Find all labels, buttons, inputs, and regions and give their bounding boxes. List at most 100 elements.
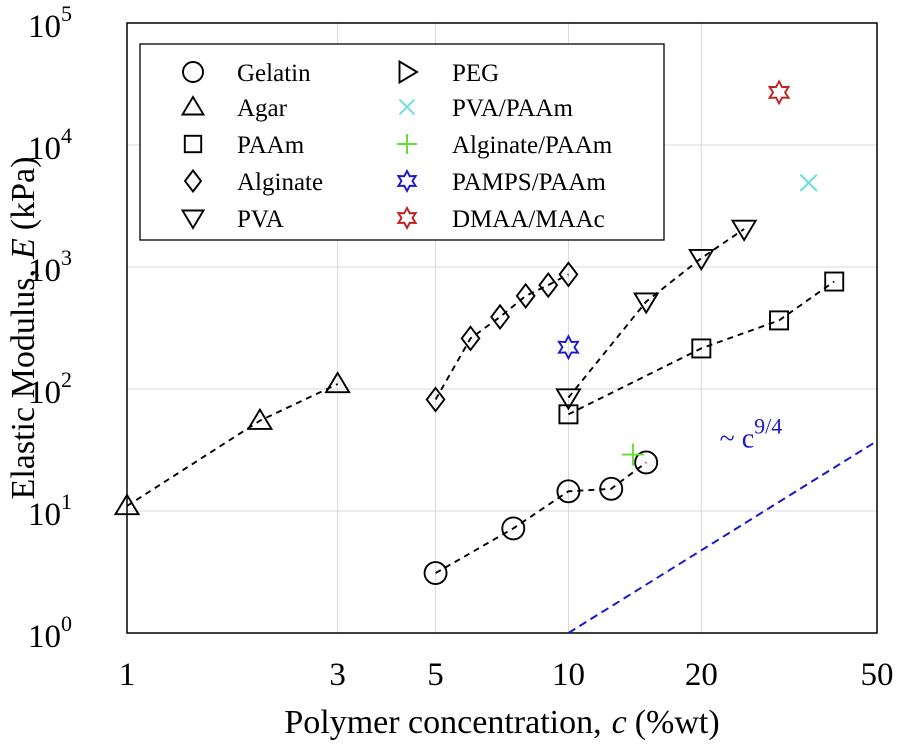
data-point bbox=[246, 407, 274, 430]
legend-marker bbox=[397, 134, 417, 154]
legend-marker bbox=[183, 168, 203, 194]
data-point bbox=[688, 249, 715, 272]
plot-frame bbox=[126, 22, 878, 634]
x-tick-label: 1 bbox=[119, 657, 136, 693]
reference-layer: ~ c9/4 bbox=[567, 414, 878, 634]
legend-marker bbox=[398, 59, 419, 85]
data-point bbox=[460, 325, 481, 352]
data-point bbox=[423, 561, 448, 586]
series-alginate-paam bbox=[621, 443, 644, 466]
x-tick-label: 3 bbox=[329, 657, 346, 693]
legend-label: Alginate bbox=[237, 169, 323, 196]
y-tick-base: 10 bbox=[28, 253, 61, 289]
legend-marker bbox=[183, 134, 203, 154]
y-tick-exp: 1 bbox=[61, 489, 72, 514]
data-point bbox=[324, 371, 351, 394]
series-gelatin bbox=[423, 450, 659, 586]
legend-label: Alginate/PAAm bbox=[452, 132, 613, 159]
data-point bbox=[767, 79, 791, 106]
data-point bbox=[632, 292, 660, 315]
legend-marker bbox=[396, 168, 418, 194]
data-point bbox=[769, 310, 790, 331]
y-tick-exp: 3 bbox=[61, 245, 72, 270]
legend-label: PVA bbox=[237, 206, 284, 233]
legend-label: PAMPS/PAAm bbox=[452, 169, 606, 196]
series-paam bbox=[558, 271, 845, 425]
series-line bbox=[567, 228, 745, 399]
y-axis-title-unit: (kPa) bbox=[5, 157, 42, 231]
x-tick-label: 10 bbox=[552, 657, 585, 693]
y-tick-base: 10 bbox=[28, 497, 61, 533]
reference-line-label: ~ c9/4 bbox=[720, 414, 783, 455]
data-point bbox=[730, 219, 758, 242]
legend-label: Agar bbox=[237, 95, 288, 122]
y-tick-base: 10 bbox=[28, 9, 61, 45]
legend-label: PAAm bbox=[237, 132, 305, 159]
data-point bbox=[824, 271, 845, 292]
x-tick-label: 20 bbox=[685, 657, 718, 693]
y-tick-label: 101 bbox=[28, 489, 72, 533]
legend-marker bbox=[396, 205, 418, 231]
y-axis-title-var: E bbox=[5, 238, 42, 260]
x-axis-title: Polymer concentration, c (%wt) bbox=[284, 704, 719, 741]
legend-marker bbox=[182, 61, 204, 83]
y-tick-exp: 5 bbox=[61, 1, 72, 26]
legend-label: PVA/PAAm bbox=[452, 95, 573, 122]
series-line bbox=[434, 273, 569, 400]
y-tick-exp: 0 bbox=[61, 611, 72, 636]
data-point bbox=[691, 338, 712, 359]
data-point bbox=[634, 450, 659, 475]
data-point bbox=[501, 516, 526, 541]
legend-marker bbox=[180, 95, 206, 116]
legend-marker bbox=[398, 98, 416, 116]
y-tick-label: 103 bbox=[28, 245, 72, 289]
x-axis-title-unit: (%wt) bbox=[635, 704, 720, 741]
series-agar bbox=[113, 371, 351, 516]
reference-line-label-exp: 9/4 bbox=[754, 414, 782, 439]
y-axis-title-prefix: Elastic Modulus, bbox=[5, 269, 42, 499]
data-point bbox=[556, 479, 581, 504]
data-point bbox=[515, 282, 536, 309]
data-point bbox=[558, 404, 579, 425]
legend-label: DMAA/MAAc bbox=[452, 206, 605, 233]
y-tick-label: 105 bbox=[28, 1, 72, 45]
data-point bbox=[557, 334, 580, 361]
y-tick-exp: 4 bbox=[61, 123, 72, 148]
y-tick-exp: 2 bbox=[61, 367, 72, 392]
y-tick-label: 100 bbox=[28, 611, 72, 655]
series-line bbox=[435, 461, 647, 574]
data-point bbox=[799, 173, 818, 192]
data-point bbox=[621, 443, 644, 466]
reference-line-label-base: ~ c bbox=[720, 424, 755, 455]
series-pva-paam bbox=[799, 173, 818, 192]
y-tick-base: 10 bbox=[28, 619, 61, 655]
y-axis-title: Elastic Modulus, E (kPa) bbox=[5, 157, 42, 500]
data-point bbox=[490, 303, 511, 331]
data-point bbox=[599, 476, 624, 501]
y-tick-label: 102 bbox=[28, 367, 72, 411]
x-axis-title-prefix: Polymer concentration, bbox=[284, 704, 601, 741]
legend-marker bbox=[180, 209, 206, 230]
series-pamps-paam bbox=[557, 334, 580, 361]
x-tick-label: 5 bbox=[427, 657, 444, 693]
data-point bbox=[538, 272, 559, 299]
legend-label: Gelatin bbox=[237, 60, 311, 87]
y-tick-label: 104 bbox=[28, 123, 72, 167]
legend-label: PEG bbox=[452, 60, 499, 87]
series-pva bbox=[555, 219, 758, 411]
series-layer bbox=[113, 79, 845, 586]
series-line bbox=[567, 280, 835, 416]
series-dmaa-maac bbox=[767, 79, 791, 106]
data-point bbox=[555, 388, 582, 411]
legend-box bbox=[139, 43, 665, 241]
y-tick-base: 10 bbox=[28, 131, 61, 167]
series-alginate bbox=[425, 261, 579, 413]
data-point bbox=[113, 493, 141, 516]
x-tick-labels: 1 3 5 10 20 50 bbox=[119, 657, 894, 693]
x-tick-label: 50 bbox=[861, 657, 894, 693]
data-point bbox=[425, 386, 446, 413]
series-line bbox=[126, 383, 339, 507]
reference-line bbox=[567, 440, 878, 634]
